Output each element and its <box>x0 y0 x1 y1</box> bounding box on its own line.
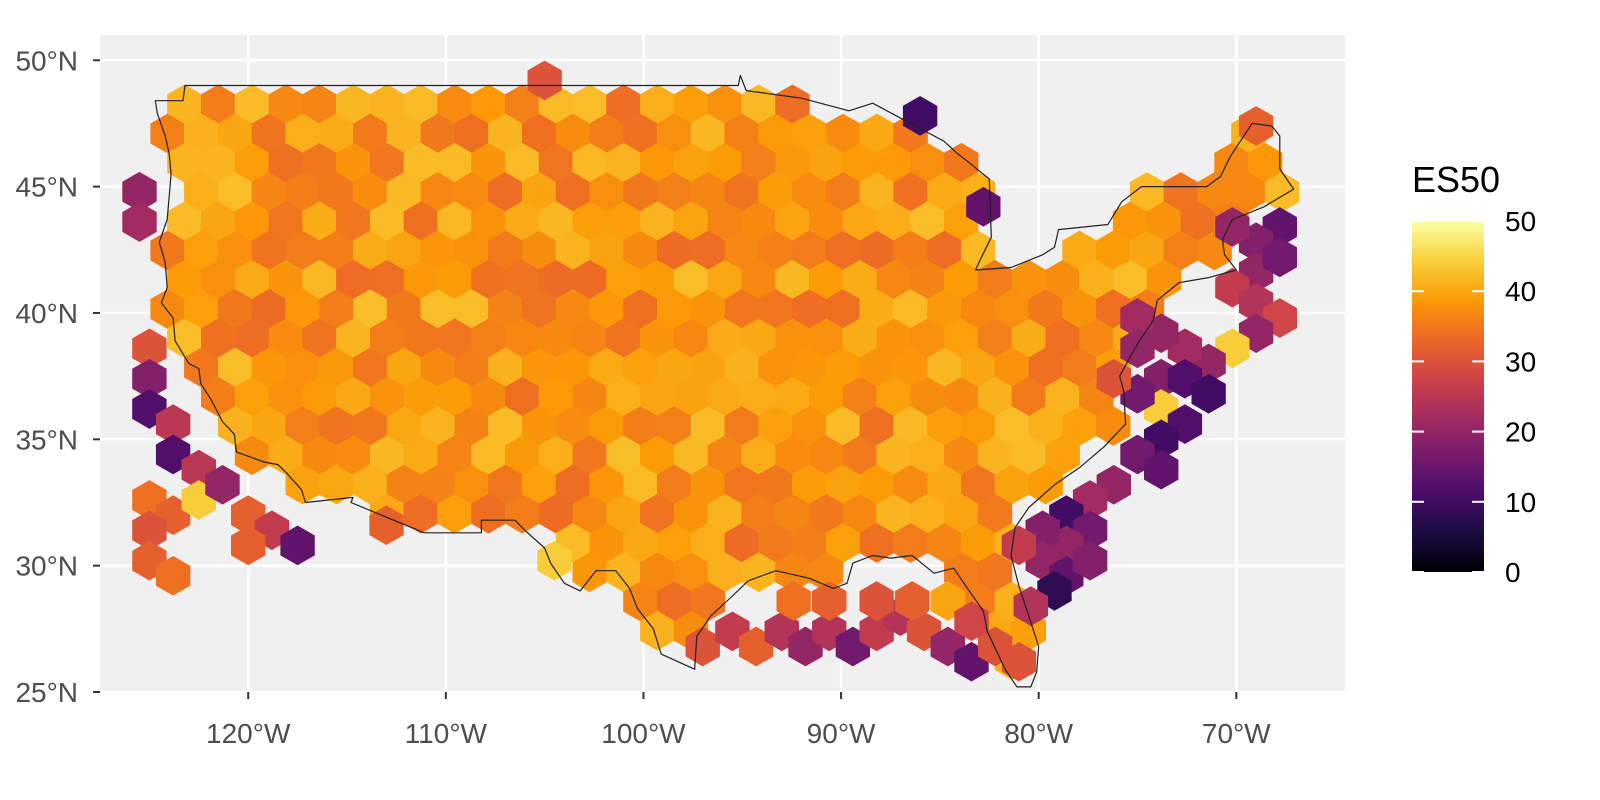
hex-cell <box>1001 641 1037 682</box>
legend-tick-label: 50 <box>1505 206 1536 237</box>
legend-ticks: 0 10 20 30 40 50 <box>1412 206 1536 588</box>
legend-tick-label: 20 <box>1505 417 1536 448</box>
legend-tick-label: 40 <box>1505 276 1536 307</box>
hex-cell <box>369 505 404 546</box>
legend-colorbar <box>1412 221 1484 572</box>
hex-cell <box>1096 358 1131 399</box>
hex-cell <box>122 202 157 242</box>
y-tick-label: 50°N <box>15 45 78 76</box>
x-tick-label: 70°W <box>1202 718 1271 749</box>
x-tick-label: 80°W <box>1004 718 1073 749</box>
y-tick-label: 40°N <box>15 298 78 329</box>
hex-cell <box>527 60 562 101</box>
hex-cell <box>155 434 191 475</box>
x-tick-label: 100°W <box>601 718 686 749</box>
background-hex-layer <box>150 84 1300 680</box>
hex-cell <box>966 186 1001 227</box>
hex-cell <box>1191 373 1226 414</box>
hex-cell <box>231 525 266 566</box>
x-tick-label: 110°W <box>405 718 488 749</box>
hex-cell <box>1028 464 1063 505</box>
y-tick-label: 30°N <box>15 551 78 582</box>
data-hex-layer <box>122 60 1297 682</box>
y-tick-label: 25°N <box>15 677 78 708</box>
legend: ES50 0 10 20 30 40 50 <box>1412 159 1536 588</box>
usa-outline <box>154 74 1295 688</box>
hex-cell <box>280 525 315 566</box>
x-tick-label: 120°W <box>206 718 291 749</box>
hex-cell <box>776 581 811 621</box>
y-axis: 25°N 30°N 35°N 40°N 45°N 50°N <box>15 45 100 708</box>
hex-cell <box>1096 406 1131 446</box>
legend-title: ES50 <box>1412 159 1500 200</box>
hex-cell <box>1072 540 1108 581</box>
legend-tick-label: 0 <box>1505 557 1521 588</box>
hex-cell <box>811 581 847 621</box>
hex-cell <box>155 555 191 596</box>
legend-tick-label: 30 <box>1505 346 1536 377</box>
hex-cell <box>859 581 894 621</box>
x-tick-label: 90°W <box>807 718 876 749</box>
hex-cell <box>1238 106 1274 146</box>
hex-cell <box>1144 449 1179 490</box>
x-axis: 120°W 110°W 100°W 90°W 80°W 70°W <box>206 692 1271 749</box>
hex-cell <box>954 601 989 642</box>
hex-cell <box>902 96 938 136</box>
hex-cell <box>205 464 240 505</box>
y-tick-label: 35°N <box>15 424 78 455</box>
hex-cell <box>1262 237 1297 278</box>
y-tick-label: 45°N <box>15 172 78 203</box>
hex-cell <box>894 581 930 621</box>
legend-tick-label: 10 <box>1505 487 1536 518</box>
